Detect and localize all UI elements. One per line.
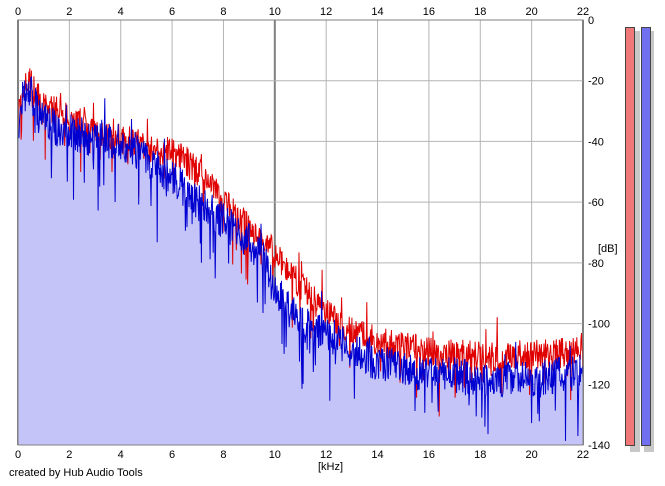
x-tick-bottom-6: 6 [169, 449, 175, 461]
series-blue-line [17, 76, 584, 441]
x-tick-top-0: 0 [15, 6, 21, 18]
series-red-line [17, 68, 584, 417]
x-tick-bottom-18: 18 [474, 449, 486, 461]
left-channel-meter [625, 27, 635, 446]
x-tick-bottom-0: 0 [15, 449, 21, 461]
x-axis-label: [kHz] [318, 461, 343, 473]
x-tick-labels-bottom: 0 2 4 6 8 10 12 14 16 18 20 22 [15, 449, 589, 461]
x-tick-bottom-20: 20 [526, 449, 538, 461]
y-tick--40: -40 [588, 136, 604, 148]
y-tick--140: -140 [588, 440, 610, 452]
x-tick-bottom-8: 8 [220, 449, 226, 461]
y-tick-0: 0 [588, 15, 594, 27]
blue-fill-area [18, 76, 583, 445]
x-tick-bottom-2: 2 [66, 449, 72, 461]
y-tick--100: -100 [588, 319, 610, 331]
x-tick-top-8: 8 [220, 6, 226, 18]
y-tick--20: -20 [588, 76, 604, 88]
x-tick-bottom-16: 16 [423, 449, 435, 461]
x-tick-top-22: 22 [577, 6, 589, 18]
y-axis-label: [dB] [598, 243, 618, 255]
y-tick--80: -80 [588, 258, 604, 270]
x-tick-top-4: 4 [118, 6, 124, 18]
x-tick-top-16: 16 [423, 6, 435, 18]
y-tick--60: -60 [588, 197, 604, 209]
y-tick-labels: 0 -20 -40 -60 -80 -100 -120 -140 [588, 15, 610, 452]
credit-text: created by Hub Audio Tools [9, 467, 143, 479]
x-tick-top-6: 6 [169, 6, 175, 18]
x-tick-top-10: 10 [269, 6, 281, 18]
plot-border [17, 19, 584, 446]
x-tick-bottom-14: 14 [371, 449, 383, 461]
x-tick-top-18: 18 [474, 6, 486, 18]
x-tick-bottom-12: 12 [320, 449, 332, 461]
left-meter-shadow [630, 31, 640, 452]
x-tick-bottom-4: 4 [118, 449, 124, 461]
x-tick-bottom-22: 22 [577, 449, 589, 461]
y-tick--120: -120 [588, 379, 610, 391]
right-channel-meter [641, 27, 651, 446]
x-tick-labels-top: 0 2 4 6 8 10 12 14 16 18 20 22 [15, 6, 589, 18]
x-tick-top-12: 12 [320, 6, 332, 18]
x-tick-top-20: 20 [526, 6, 538, 18]
x-tick-top-14: 14 [371, 6, 383, 18]
x-tick-top-2: 2 [66, 6, 72, 18]
x-tick-bottom-10: 10 [269, 449, 281, 461]
